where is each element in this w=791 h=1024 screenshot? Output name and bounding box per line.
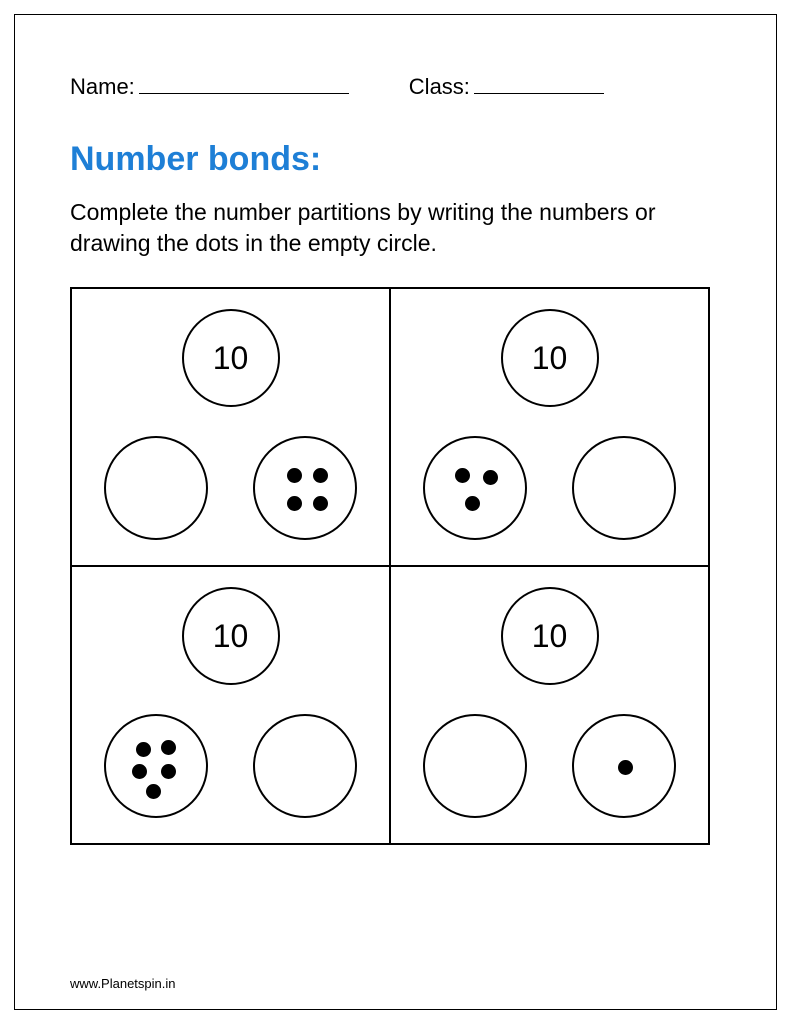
dot-icon (146, 784, 161, 799)
dot-icon (287, 468, 302, 483)
class-label: Class: (409, 74, 470, 100)
grid-cell: 10 (71, 566, 390, 844)
dot-icon (483, 470, 498, 485)
grid-cell: 10 (390, 288, 709, 566)
top-number-circle: 10 (182, 309, 280, 407)
top-number-value: 10 (532, 618, 568, 655)
bottom-right-circle (253, 714, 357, 818)
header-row: Name: Class: (70, 70, 721, 100)
dot-icon (161, 764, 176, 779)
dot-icon (287, 496, 302, 511)
worksheet-page: Name: Class: Number bonds: Complete the … (14, 14, 777, 1010)
worksheet-title: Number bonds: (70, 140, 721, 179)
bottom-right-circle (572, 714, 676, 818)
name-blank-line (139, 70, 349, 94)
name-field: Name: (70, 70, 349, 100)
top-number-value: 10 (213, 618, 249, 655)
dot-icon (618, 760, 633, 775)
name-label: Name: (70, 74, 135, 100)
top-number-circle: 10 (182, 587, 280, 685)
top-number-circle: 10 (501, 587, 599, 685)
footer-url: www.Planetspin.in (70, 976, 176, 991)
bottom-left-circle (104, 436, 208, 540)
instructions-text: Complete the number partitions by writin… (70, 197, 721, 259)
dot-icon (465, 496, 480, 511)
bottom-left-circle (423, 714, 527, 818)
dot-icon (136, 742, 151, 757)
problems-grid: 10 10 10 10 (70, 287, 710, 845)
grid-cell: 10 (390, 566, 709, 844)
top-number-value: 10 (213, 340, 249, 377)
dot-icon (132, 764, 147, 779)
dot-icon (161, 740, 176, 755)
class-blank-line (474, 70, 604, 94)
bottom-left-circle (423, 436, 527, 540)
dot-icon (313, 468, 328, 483)
top-number-circle: 10 (501, 309, 599, 407)
top-number-value: 10 (532, 340, 568, 377)
bottom-left-circle (104, 714, 208, 818)
class-field: Class: (409, 70, 604, 100)
dot-icon (313, 496, 328, 511)
grid-cell: 10 (71, 288, 390, 566)
bottom-right-circle (572, 436, 676, 540)
dot-icon (455, 468, 470, 483)
bottom-right-circle (253, 436, 357, 540)
